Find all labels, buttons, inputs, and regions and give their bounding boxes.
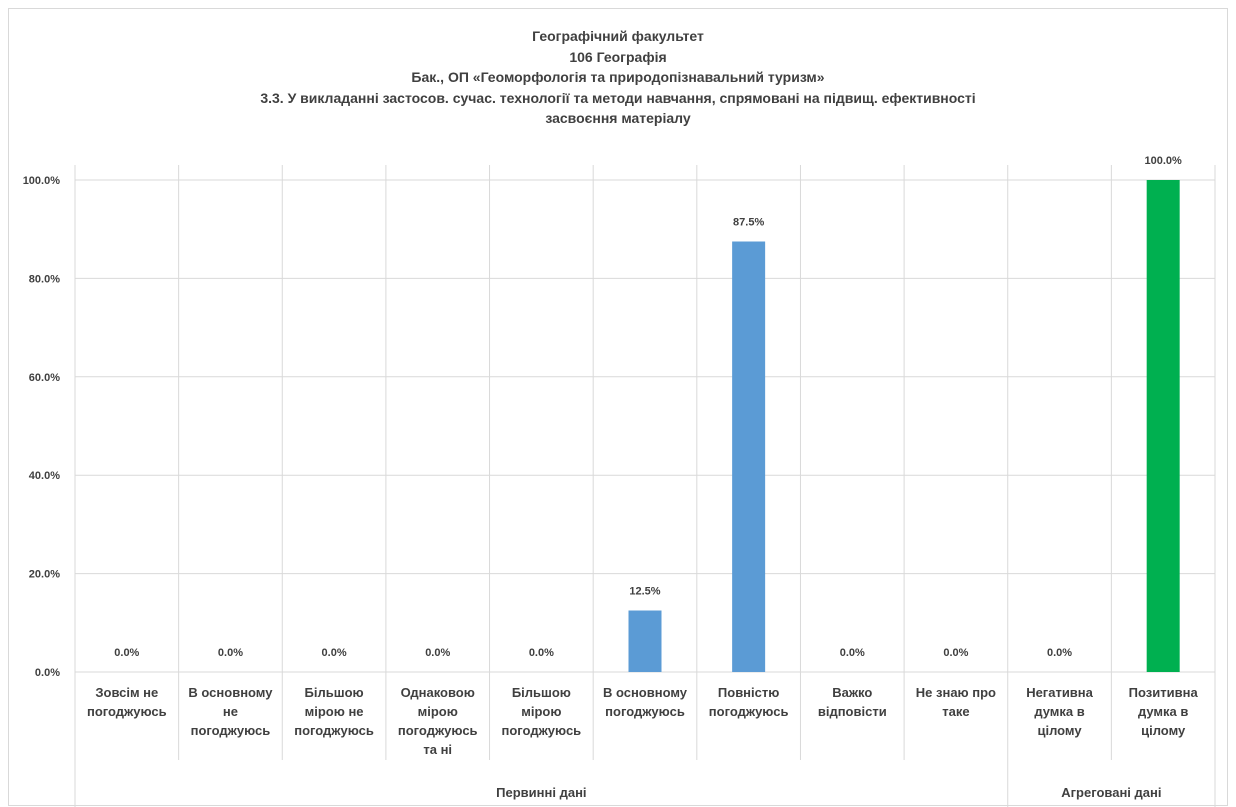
y-tick-label: 60.0% <box>29 372 60 384</box>
data-label: 0.0% <box>114 647 139 659</box>
group-label: Агреговані дані <box>1061 785 1161 800</box>
category-label: Не знаю про таке <box>916 685 996 719</box>
category-label: Важко відповісти <box>818 685 887 719</box>
category-label-line: цілому <box>1037 723 1082 738</box>
category-label-line: мірою <box>521 704 561 719</box>
category-label-line: думка в <box>1034 704 1084 719</box>
y-tick-label: 20.0% <box>29 569 60 581</box>
category-label-line: таке <box>942 704 969 719</box>
category-label: Повністю погоджуюсь <box>709 685 789 719</box>
y-tick-label: 100.0% <box>23 175 61 187</box>
category-label-line: погоджуюсь <box>87 704 167 719</box>
category-label-line: цілому <box>1141 723 1186 738</box>
data-label: 0.0% <box>218 647 243 659</box>
category-label-line: погоджуюсь <box>191 723 271 738</box>
title-line-3: Бак., ОП «Геоморфологія та природопізнав… <box>411 69 825 85</box>
y-tick-label: 0.0% <box>35 667 60 679</box>
category-label-line: погоджуюсь <box>294 723 374 738</box>
bar <box>732 241 766 672</box>
category-label-line: В основному <box>603 685 688 700</box>
category-label-line: та ні <box>423 742 452 757</box>
category-label-line: Зовсім не <box>95 685 158 700</box>
category-label-line: думка в <box>1138 704 1188 719</box>
data-label: 0.0% <box>529 647 554 659</box>
category-label: В основному не погоджуюсь <box>188 685 273 738</box>
category-label-line: Однаковою <box>401 685 475 700</box>
category-label: Зовсім не погоджуюсь <box>87 685 167 719</box>
category-label: Більшою мірою погоджуюсь <box>502 685 582 738</box>
category-label-line: погоджуюсь <box>605 704 685 719</box>
group-label: Первинні дані <box>496 785 586 800</box>
category-label-line: Важко <box>832 685 872 700</box>
category-label-line: погоджуюсь <box>502 723 582 738</box>
data-label: 0.0% <box>1047 647 1072 659</box>
data-label: 0.0% <box>943 647 968 659</box>
bar <box>628 610 662 672</box>
category-label-line: Негативна <box>1026 685 1093 700</box>
category-label-line: мірою не <box>305 704 364 719</box>
category-label: Однаковою мірою погоджуюсь та ні <box>398 685 478 757</box>
y-tick-label: 40.0% <box>29 470 60 482</box>
data-label: 0.0% <box>322 647 347 659</box>
bar <box>1146 180 1180 672</box>
category-label: Позитивна думка в цілому <box>1129 685 1199 738</box>
data-label: 87.5% <box>733 217 764 229</box>
category-label: В основному погоджуюсь <box>603 685 688 719</box>
category-label-line: Повністю <box>718 685 779 700</box>
category-label-line: Більшою <box>305 685 364 700</box>
category-label-line: Більшою <box>512 685 571 700</box>
y-tick-label: 80.0% <box>29 273 60 285</box>
category-label-line: Не знаю про <box>916 685 996 700</box>
category-label-line: мірою <box>418 704 458 719</box>
category-label-line: погоджуюсь <box>709 704 789 719</box>
chart-title: Географічний факультет 106 Географія Бак… <box>0 26 1236 129</box>
category-label-line: погоджуюсь <box>398 723 478 738</box>
data-label: 12.5% <box>629 586 660 598</box>
category-label: Негативна думка в цілому <box>1026 685 1093 738</box>
chart-frame <box>8 8 1228 806</box>
category-label: Більшою мірою не погоджуюсь <box>294 685 374 738</box>
category-label-line: не <box>223 704 238 719</box>
data-label: 0.0% <box>425 647 450 659</box>
title-line-5: засвоєння матеріалу <box>545 110 691 126</box>
category-label-line: В основному <box>188 685 273 700</box>
data-label: 0.0% <box>840 647 865 659</box>
category-label-line: відповісти <box>818 704 887 719</box>
title-line-2: 106 Географія <box>569 48 667 65</box>
category-label-line: Позитивна <box>1129 685 1199 700</box>
data-label: 100.0% <box>1145 155 1183 167</box>
title-line-1: Географічний факультет <box>532 28 704 44</box>
title-line-4: 3.3. У викладанні застосов. сучас. техно… <box>260 89 976 106</box>
